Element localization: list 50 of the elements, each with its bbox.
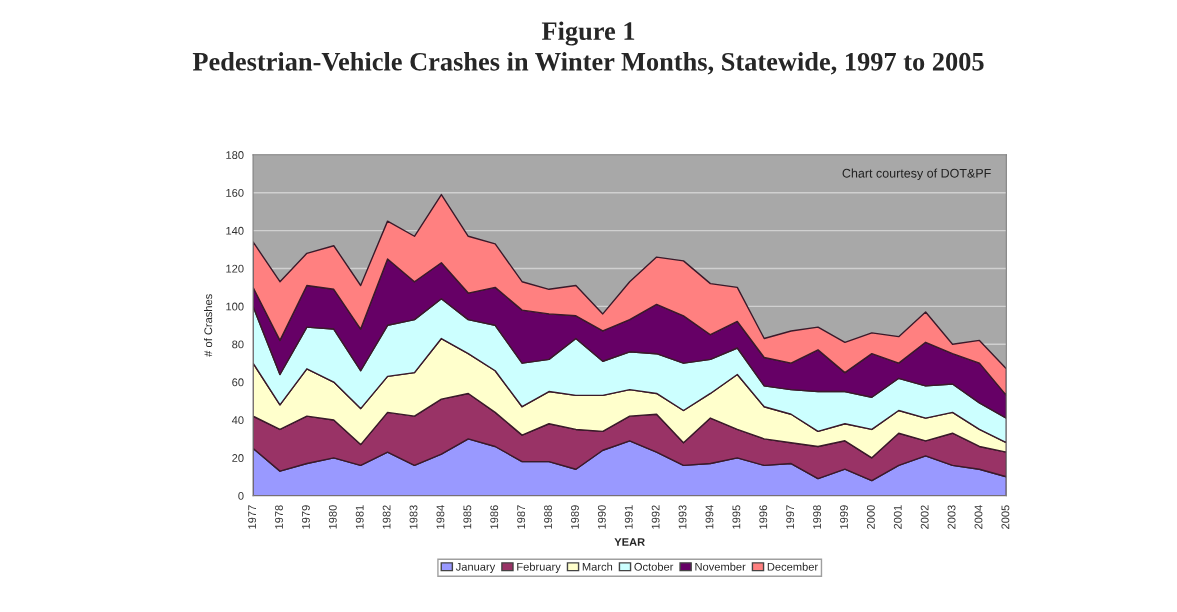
y-tick-label: 60 <box>232 378 244 387</box>
x-tick-label: 1983 <box>409 505 418 529</box>
legend-label: December <box>767 562 818 571</box>
legend-label: January <box>455 562 496 573</box>
y-tick-label: 160 <box>226 188 244 197</box>
y-tick-label: 20 <box>232 454 244 462</box>
x-tick-label: 1980 <box>328 505 337 529</box>
x-tick-label: 1982 <box>382 505 391 529</box>
x-tick-label: 1978 <box>275 505 283 529</box>
y-tick-label: 80 <box>232 340 244 349</box>
x-tick-label: 1998 <box>813 505 821 529</box>
x-tick-label: 1994 <box>705 505 714 529</box>
x-tick-label: 1977 <box>248 505 257 529</box>
legend-label: March <box>582 562 613 571</box>
x-tick-label: 1987 <box>517 505 526 529</box>
x-tick-label: 1997 <box>786 505 795 529</box>
x-tick-label: 1999 <box>840 505 848 529</box>
chart-subtitle: Pedestrian-Vehicle Crashes in Winter Months, Statewide, 1997 to 2005 <box>192 52 984 75</box>
y-tick-label: 100 <box>226 302 244 311</box>
x-tick-label: 1996 <box>759 505 768 529</box>
x-tick-label: 2004 <box>974 505 983 529</box>
legend-label: November <box>695 562 746 571</box>
x-tick-label: 1992 <box>651 505 660 529</box>
chart-title: Figure 1 <box>541 21 635 46</box>
x-tick-label: 1988 <box>544 505 552 529</box>
x-tick-label: 1993 <box>678 505 687 529</box>
x-tick-label: 1981 <box>355 505 364 529</box>
x-tick-label: 1989 <box>571 505 579 529</box>
x-tick-label: 2003 <box>947 505 956 529</box>
x-tick-label: 1986 <box>490 505 499 529</box>
x-tick-label: 2000 <box>866 505 875 529</box>
legend-label: October <box>634 562 674 571</box>
y-tick-label: 120 <box>226 264 244 273</box>
y-tick-label: 40 <box>231 416 244 425</box>
x-tick-label: 1995 <box>732 505 741 529</box>
legend-label: February <box>517 562 561 573</box>
x-tick-label: 2005 <box>1001 505 1010 529</box>
y-axis-title: # of Crashes <box>204 294 213 357</box>
x-tick-label: 1991 <box>624 505 633 529</box>
y-tick-label: 140 <box>226 226 244 235</box>
x-tick-label: 1979 <box>301 505 310 529</box>
annotation: Chart courtesy of DOT&PF <box>842 168 991 181</box>
x-tick-label: 1985 <box>463 505 472 529</box>
y-tick-label: 0 <box>238 491 244 500</box>
x-tick-label: 1990 <box>597 505 606 529</box>
x-tick-label: 2002 <box>920 505 929 529</box>
x-axis-title: YEAR <box>614 538 645 546</box>
x-tick-label: 1984 <box>436 505 445 529</box>
y-tick-label: 180 <box>226 151 244 159</box>
x-tick-label: 2001 <box>893 505 902 529</box>
